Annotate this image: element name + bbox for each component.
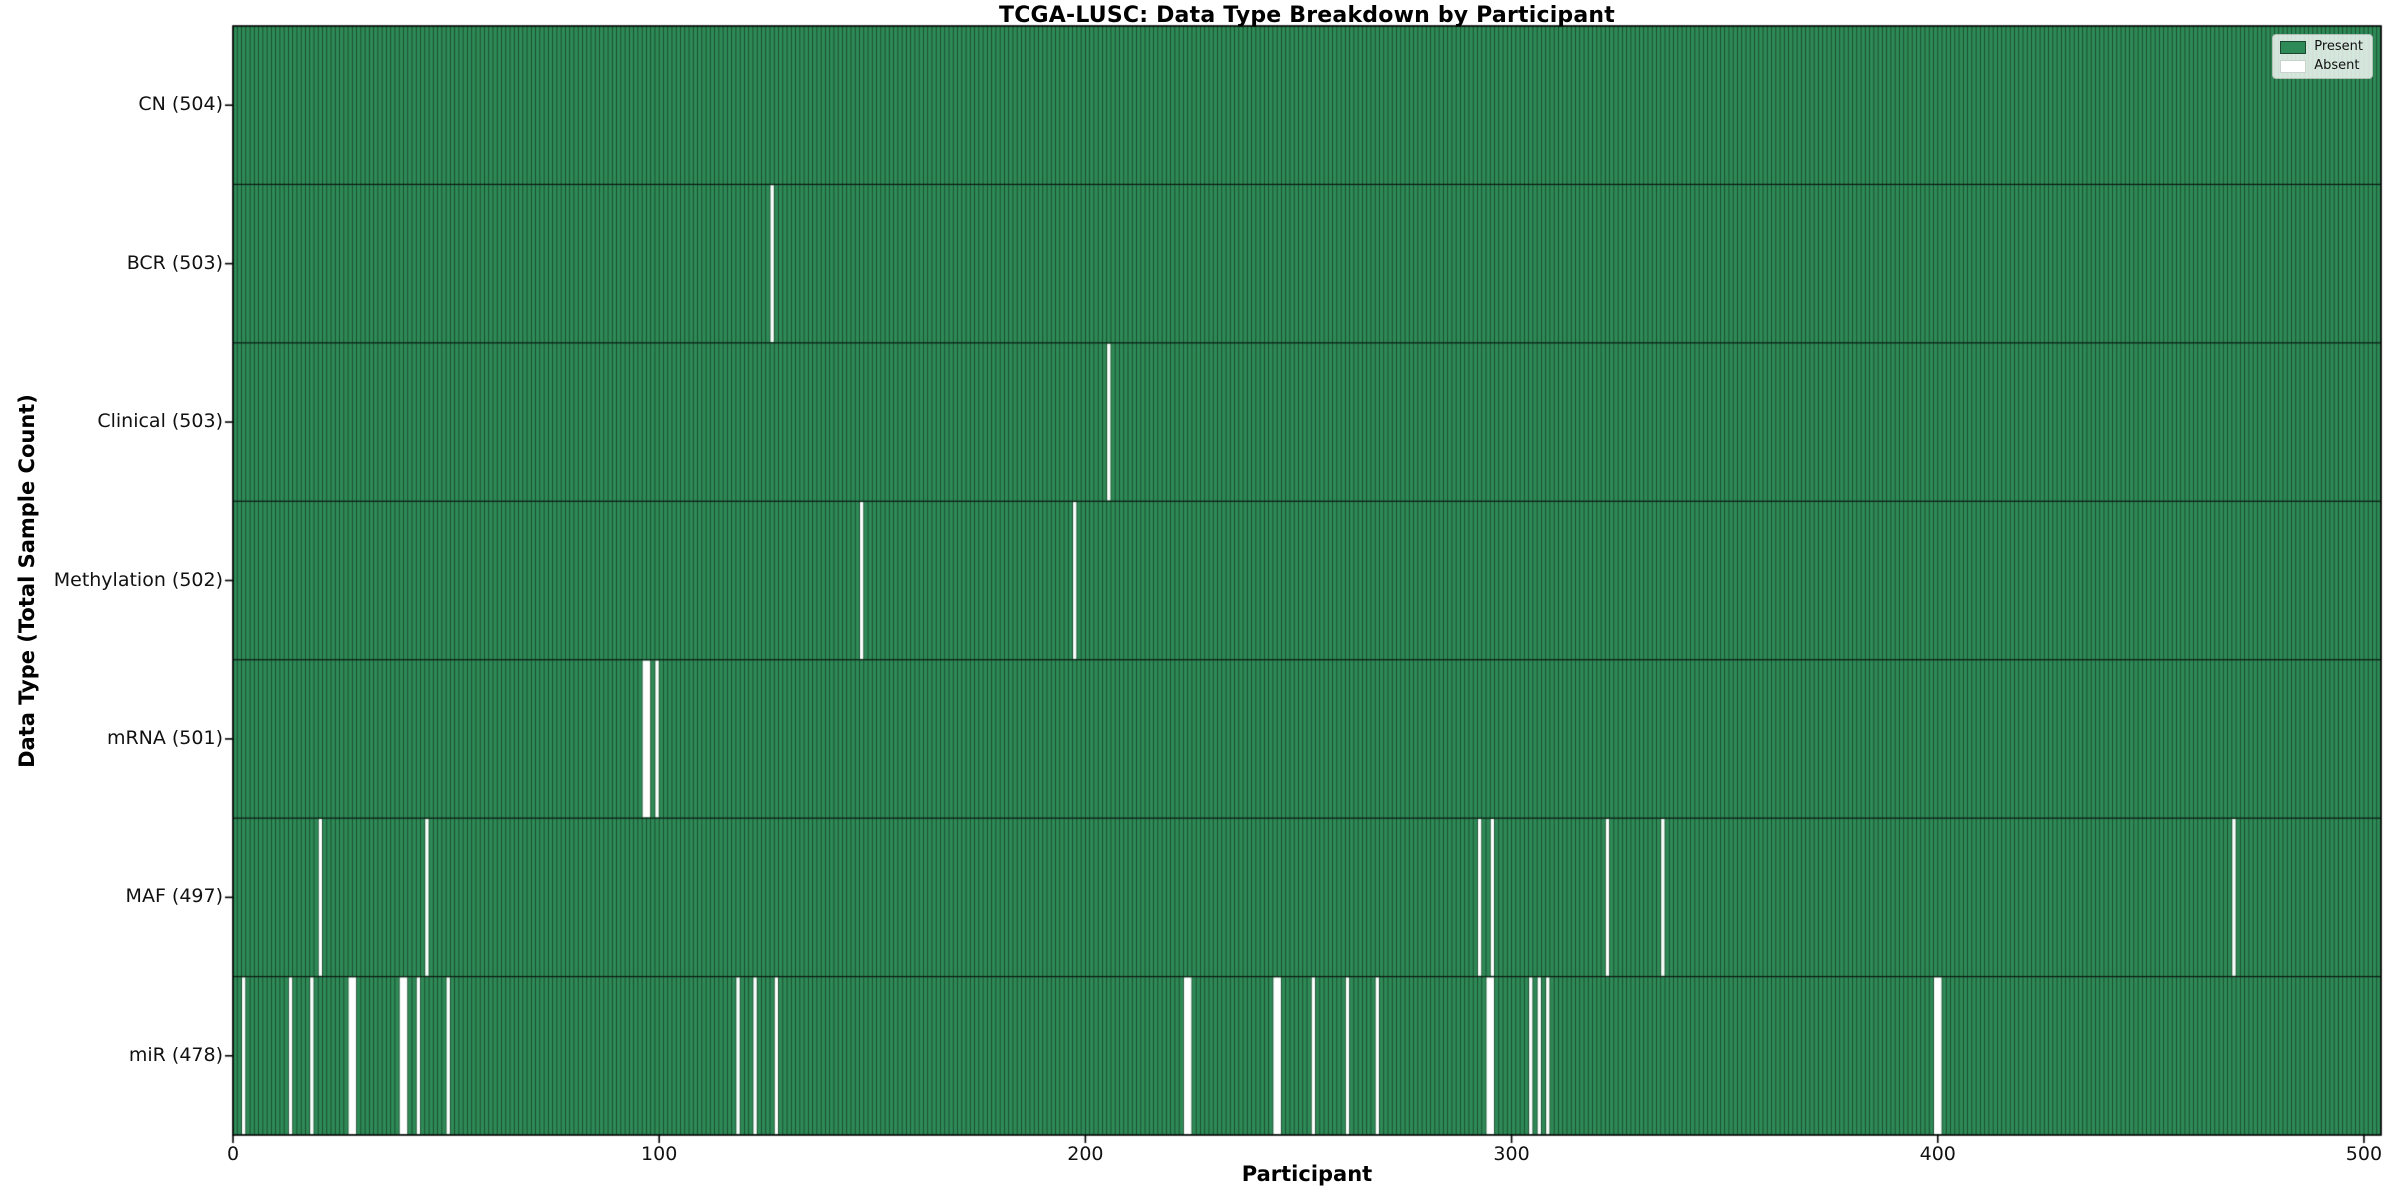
legend-entry-absent: Absent	[2280, 59, 2363, 73]
x-tick-label-0: 0	[226, 1143, 240, 1165]
y-tick-label-mRNA: mRNA (501)	[106, 726, 223, 749]
x-axis-label: Participant	[1241, 1162, 1373, 1186]
legend-entry-present: Present	[2280, 40, 2363, 54]
y-tick-label-MAF: MAF (497)	[125, 885, 223, 908]
absent-swatch-icon	[2280, 59, 2307, 73]
y-tick-label-CN: CN (504)	[138, 93, 223, 116]
x-tick-label-200: 200	[1067, 1143, 1104, 1165]
y-tick-label-Clinical: Clinical (503)	[97, 410, 223, 433]
legend-present-label: Present	[2314, 39, 2363, 54]
x-tick-label-400: 400	[1919, 1143, 1956, 1165]
y-tick-label-miR: miR (478)	[128, 1043, 223, 1066]
legend: Present Absent	[2272, 34, 2373, 79]
x-tick-label-500: 500	[2345, 1143, 2383, 1165]
y-tick-label-BCR: BCR (503)	[126, 251, 223, 274]
y-tick-label-Methylation: Methylation (502)	[53, 568, 223, 591]
legend-absent-label: Absent	[2314, 58, 2360, 73]
x-tick-label-300: 300	[1493, 1143, 1530, 1165]
chart-title: TCGA-LUSC: Data Type Breakdown by Partic…	[998, 3, 1616, 28]
x-tick-label-100: 100	[641, 1143, 678, 1165]
present-swatch-icon	[2280, 40, 2307, 54]
